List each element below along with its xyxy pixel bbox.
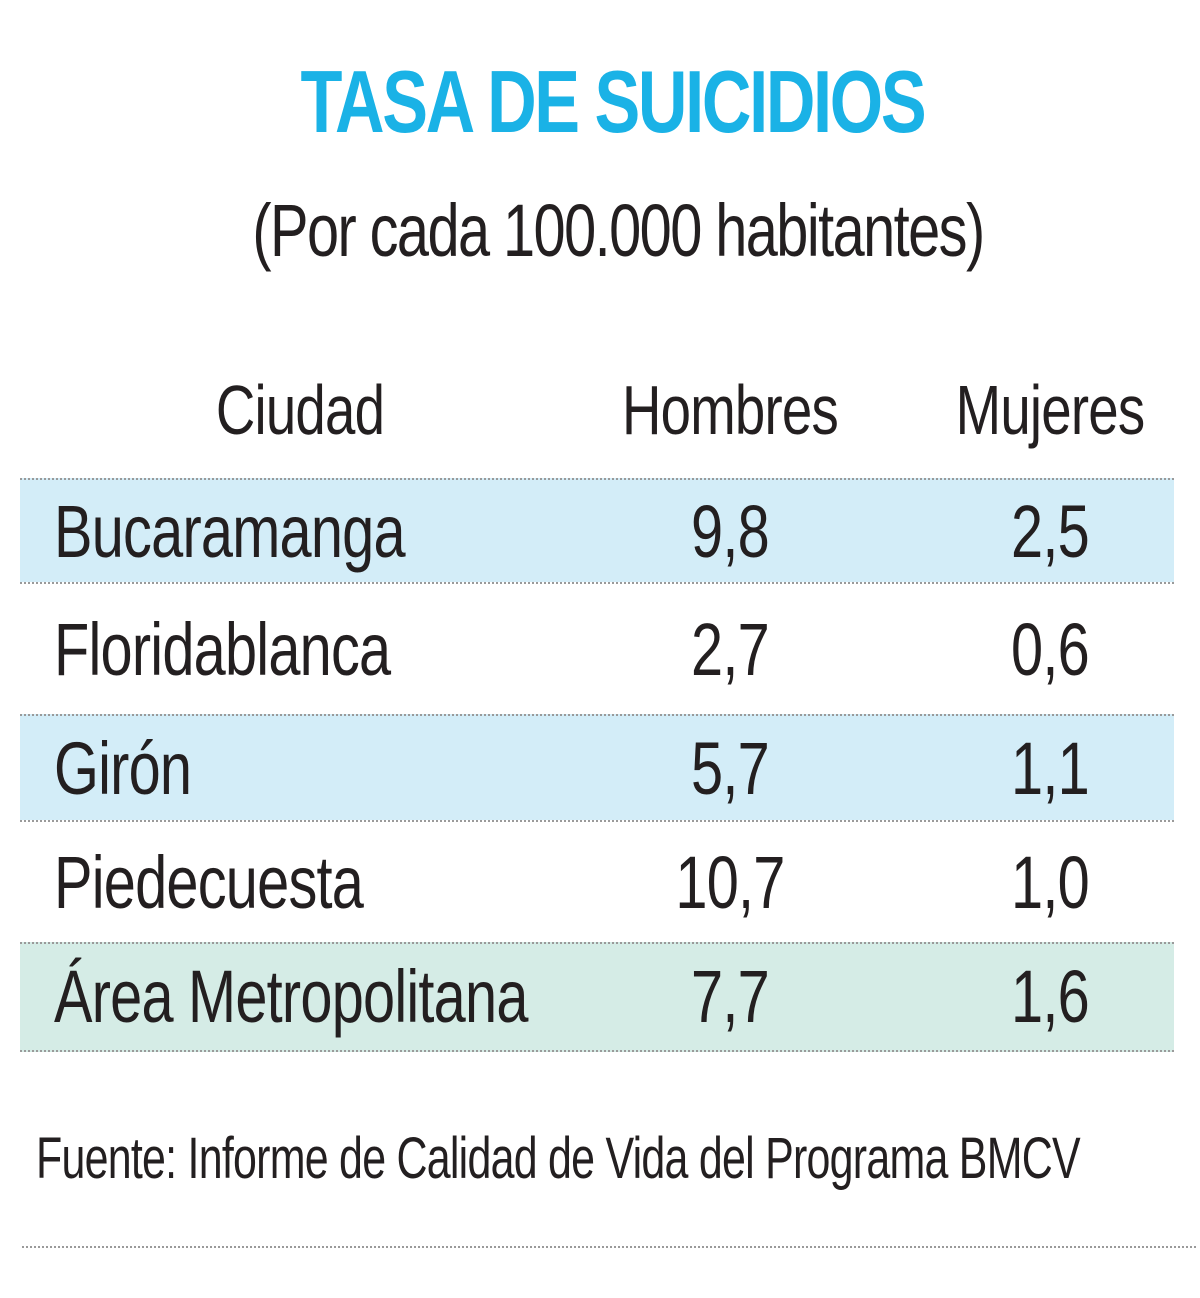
- table-row: Floridablanca 2,7 0,6: [20, 582, 1174, 716]
- cell-mujeres: 1,0: [1011, 841, 1090, 924]
- cell-city: Floridablanca: [54, 608, 391, 691]
- source-note: Fuente: Informe de Calidad de Vida del P…: [36, 1126, 1081, 1191]
- chart-title: TASA DE SUICIDIOS: [300, 52, 926, 151]
- cell-mujeres: 1,6: [1011, 955, 1090, 1038]
- table-row: Bucaramanga 9,8 2,5: [20, 478, 1174, 584]
- column-header-ciudad: Ciudad: [215, 371, 385, 449]
- cell-city: Piedecuesta: [54, 841, 364, 924]
- cell-city: Girón: [54, 727, 192, 810]
- cell-hombres: 7,7: [691, 955, 770, 1038]
- column-header-hombres: Hombres: [621, 371, 839, 449]
- cell-hombres: 2,7: [691, 608, 770, 691]
- cell-hombres: 10,7: [675, 841, 785, 924]
- table-row: Área Metropolitana 7,7 1,6: [20, 942, 1174, 1052]
- column-header-mujeres: Mujeres: [955, 371, 1146, 449]
- cell-city: Bucaramanga: [54, 490, 406, 573]
- cell-city: Área Metropolitana: [54, 955, 528, 1038]
- bottom-divider: [22, 1246, 1196, 1248]
- cell-hombres: 5,7: [691, 727, 770, 810]
- table-row: Piedecuesta 10,7 1,0: [20, 820, 1174, 944]
- cell-mujeres: 0,6: [1011, 608, 1090, 691]
- cell-mujeres: 2,5: [1011, 490, 1090, 573]
- table-row: Girón 5,7 1,1: [20, 714, 1174, 822]
- cell-hombres: 9,8: [691, 490, 770, 573]
- cell-mujeres: 1,1: [1011, 727, 1090, 810]
- chart-subtitle: (Por cada 100.000 habitantes): [252, 189, 985, 272]
